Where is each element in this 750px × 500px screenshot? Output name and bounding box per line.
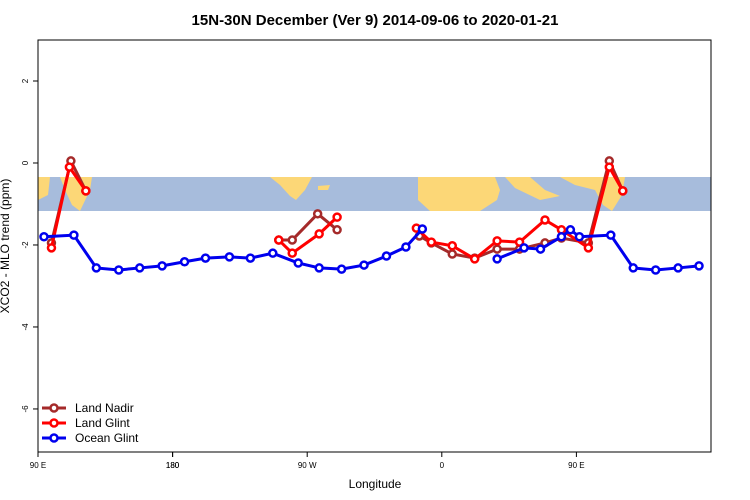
point	[694, 261, 704, 271]
point	[628, 263, 638, 273]
x-tick-label: 90 E	[568, 461, 584, 470]
point	[447, 241, 458, 251]
point	[224, 252, 235, 262]
land	[270, 177, 312, 200]
point	[673, 263, 683, 273]
land	[318, 185, 330, 190]
point	[157, 261, 167, 271]
x-tick-label: 0	[440, 461, 445, 470]
point	[69, 230, 79, 240]
point	[274, 235, 284, 245]
x-tick-label: 180	[166, 461, 180, 470]
point	[359, 260, 369, 270]
y-tick-label: 0	[21, 160, 30, 165]
legend-label: Land Glint	[75, 416, 130, 430]
point	[583, 243, 594, 253]
legend-label: Ocean Glint	[75, 431, 139, 445]
point	[514, 237, 525, 247]
point	[556, 232, 567, 242]
point	[606, 230, 616, 240]
point	[114, 265, 124, 275]
point	[519, 243, 529, 253]
plot-frame	[37, 39, 712, 453]
point	[332, 225, 342, 235]
point	[200, 253, 211, 263]
legend-label: Land Nadir	[75, 401, 134, 415]
y-tick-label: -4	[21, 323, 30, 331]
point	[574, 232, 585, 242]
point	[618, 186, 628, 196]
land	[38, 177, 50, 200]
point	[268, 248, 278, 258]
chart-title: 15N-30N December (Ver 9) 2014-09-06 to 2…	[192, 12, 559, 29]
series-line	[43, 227, 700, 272]
x-tick-label: 180	[166, 461, 180, 470]
legend-marker	[49, 403, 59, 413]
point	[332, 212, 342, 222]
point	[447, 249, 458, 259]
point	[81, 186, 91, 196]
x-axis-label: Longitude	[349, 477, 402, 491]
map-band	[38, 177, 711, 211]
x-tick-label: 90 W	[298, 461, 317, 470]
point	[469, 254, 480, 264]
point	[401, 242, 411, 252]
point	[540, 215, 550, 225]
point	[604, 162, 615, 172]
point	[426, 237, 437, 247]
point	[535, 244, 546, 254]
land	[505, 177, 560, 200]
y-axis-label: XCO2 - MLO trend (ppm)	[0, 179, 12, 314]
point	[417, 224, 428, 234]
point	[492, 244, 502, 254]
point	[39, 232, 49, 242]
point	[314, 263, 324, 273]
y-tick-label: 2	[21, 78, 30, 83]
x-tick-label: 90 E	[30, 461, 46, 470]
land	[418, 177, 500, 211]
point	[46, 243, 57, 253]
point	[312, 209, 323, 219]
point	[287, 235, 297, 245]
point	[314, 229, 324, 239]
point	[492, 236, 502, 246]
point	[381, 251, 392, 261]
y-tick-label: -2	[21, 241, 30, 249]
land	[560, 177, 625, 211]
y-tick-label: -6	[21, 405, 30, 413]
point	[293, 258, 303, 268]
point	[565, 225, 576, 235]
point	[336, 264, 347, 274]
point	[492, 254, 502, 264]
point	[287, 248, 297, 258]
legend-marker	[49, 418, 59, 428]
point	[650, 265, 661, 275]
point	[179, 257, 190, 267]
point	[245, 253, 256, 263]
legend-marker	[49, 433, 59, 443]
point	[91, 263, 102, 273]
point	[64, 162, 75, 172]
point	[134, 263, 145, 273]
